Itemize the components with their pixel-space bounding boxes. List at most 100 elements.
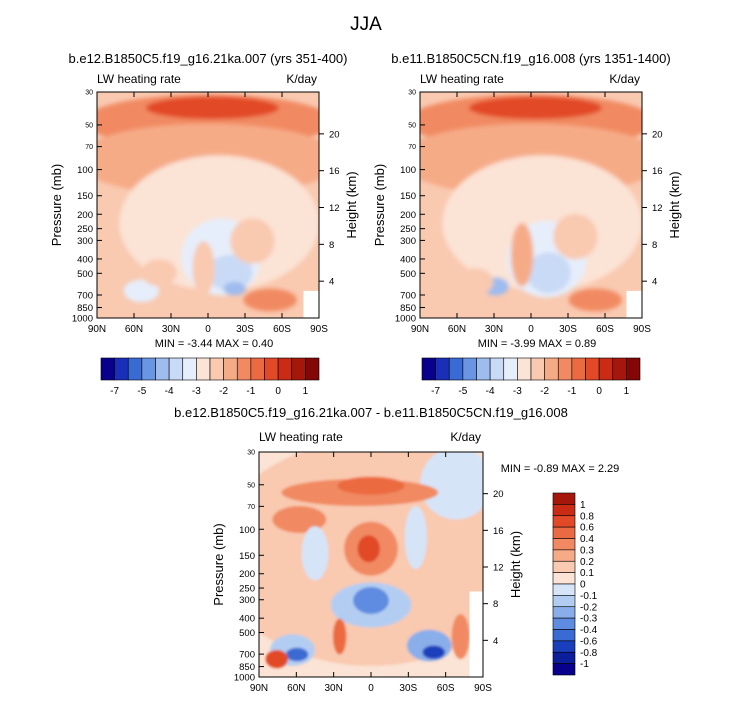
colorbar-box <box>552 629 576 642</box>
y-tick-label: 700 <box>400 291 416 302</box>
min-max-stats: MIN = -3.44 MAX = 0.40 <box>155 338 274 350</box>
contour-field <box>259 452 483 677</box>
colorbar-box <box>552 651 576 664</box>
colorbar-box <box>250 357 265 381</box>
contour-region <box>301 526 329 581</box>
colorbar-label: -1 <box>580 659 589 670</box>
colorbar-box <box>598 357 614 381</box>
colorbar: -7 -5 -4 -3 -2 -1 0 1 <box>421 357 641 397</box>
colorbar-box <box>168 357 184 381</box>
missing-data <box>626 290 642 318</box>
y-tick-label: 400 <box>400 254 416 265</box>
y-tick-label: 100 <box>400 165 416 176</box>
colorbar-label: -1 <box>246 386 255 397</box>
colorbar-box <box>585 357 600 381</box>
units-label: K/day <box>286 72 317 86</box>
y-tick-label: 70 <box>408 144 416 151</box>
colorbar-box <box>291 357 306 381</box>
y-tick-label: 30 <box>408 90 416 97</box>
right-axis-title: Height (km) <box>667 171 682 238</box>
y-tick-label: 50 <box>408 122 416 129</box>
y-tick-label: 250 <box>77 224 93 235</box>
colorbar-label: -0.8 <box>580 648 598 659</box>
colorbar-label: -7 <box>431 386 440 397</box>
x-tick-label: 90S <box>633 324 651 335</box>
colorbar-label: -0.4 <box>580 625 598 636</box>
colorbar-box <box>127 357 143 381</box>
y-tick-label: 50 <box>85 122 93 129</box>
x-tick-label: 90N <box>411 324 429 335</box>
contour-region <box>332 618 347 655</box>
chart-panel-2: b.e11.B1850C5CN.f19_g16.008 (yrs 1351-14… <box>372 51 682 397</box>
colorbar-label: 0.3 <box>580 545 594 556</box>
y-tick-label: 400 <box>239 614 255 625</box>
colorbar-box <box>448 357 464 381</box>
contour-region <box>420 452 483 520</box>
contour-region <box>141 259 177 287</box>
page-title: JJA <box>350 14 382 35</box>
contour-region <box>468 96 603 120</box>
colorbar-box <box>503 357 518 381</box>
y-tick-label: 200 <box>77 210 93 221</box>
y-tick-label: 150 <box>400 191 416 202</box>
colorbar-box <box>552 515 576 528</box>
contour-region <box>404 506 427 569</box>
height-tick-label: 4 <box>329 277 334 288</box>
colorbar-box <box>552 560 576 573</box>
colorbar-box <box>182 357 197 381</box>
x-tick-label: 0 <box>528 324 534 335</box>
colorbar-box <box>517 357 532 381</box>
y-tick-label: 850 <box>239 662 255 673</box>
contour-region <box>123 279 160 303</box>
colorbar-label: 0.8 <box>580 511 594 522</box>
colorbar-box <box>196 357 211 381</box>
contour-region <box>337 476 405 495</box>
colorbar-label: 1 <box>624 386 630 397</box>
colorbar-box <box>552 504 576 517</box>
contour-region <box>511 223 534 287</box>
height-tick-label: 20 <box>329 129 340 140</box>
colorbar-box <box>626 357 641 381</box>
colorbar-label: -0.3 <box>580 614 598 625</box>
y-tick-label: 850 <box>400 303 416 314</box>
y-tick-label: 50 <box>247 482 255 489</box>
chart-panel-3: b.e12.B1850C5.f19_g16.21ka.007 - b.e11.B… <box>174 405 619 694</box>
y-tick-label: 70 <box>247 504 255 511</box>
height-tick-label: 4 <box>493 636 498 647</box>
contour-field <box>97 92 319 318</box>
contour-region <box>353 587 389 614</box>
colorbar-box <box>552 572 576 585</box>
colorbar-box <box>209 357 224 381</box>
colorbar-box <box>552 606 576 619</box>
x-tick-label: 30N <box>162 324 180 335</box>
y-tick-label: 500 <box>239 628 255 639</box>
x-tick-label: 60S <box>596 324 614 335</box>
x-tick-label: 60S <box>273 324 291 335</box>
colorbar-label: 0 <box>275 386 281 397</box>
colorbar-label: -4 <box>486 386 495 397</box>
missing-data <box>469 591 483 677</box>
contour-region <box>272 506 327 533</box>
colorbar-box <box>552 549 576 562</box>
contour-region <box>285 647 309 662</box>
missing-data <box>303 290 319 318</box>
x-tick-label: 60N <box>287 683 305 694</box>
colorbar-label: -0.2 <box>580 602 598 613</box>
x-tick-label: 90N <box>88 324 106 335</box>
y-tick-label: 70 <box>85 144 93 151</box>
height-tick-label: 16 <box>329 166 340 177</box>
contour-region <box>192 241 215 296</box>
height-tick-label: 20 <box>652 129 663 140</box>
x-tick-label: 30N <box>485 324 503 335</box>
x-tick-label: 60S <box>437 683 455 694</box>
height-tick-label: 8 <box>493 599 498 610</box>
colorbar-box <box>489 357 505 381</box>
colorbar-label: 1 <box>303 386 309 397</box>
y-tick-label: 250 <box>239 584 255 595</box>
colorbar-label: -5 <box>137 386 146 397</box>
y-axis-title: Pressure (mb) <box>49 164 64 246</box>
y-tick-label: 250 <box>400 224 416 235</box>
y-tick-label: 150 <box>77 191 93 202</box>
colorbar-label: 1 <box>580 500 586 511</box>
height-tick-label: 4 <box>652 277 657 288</box>
